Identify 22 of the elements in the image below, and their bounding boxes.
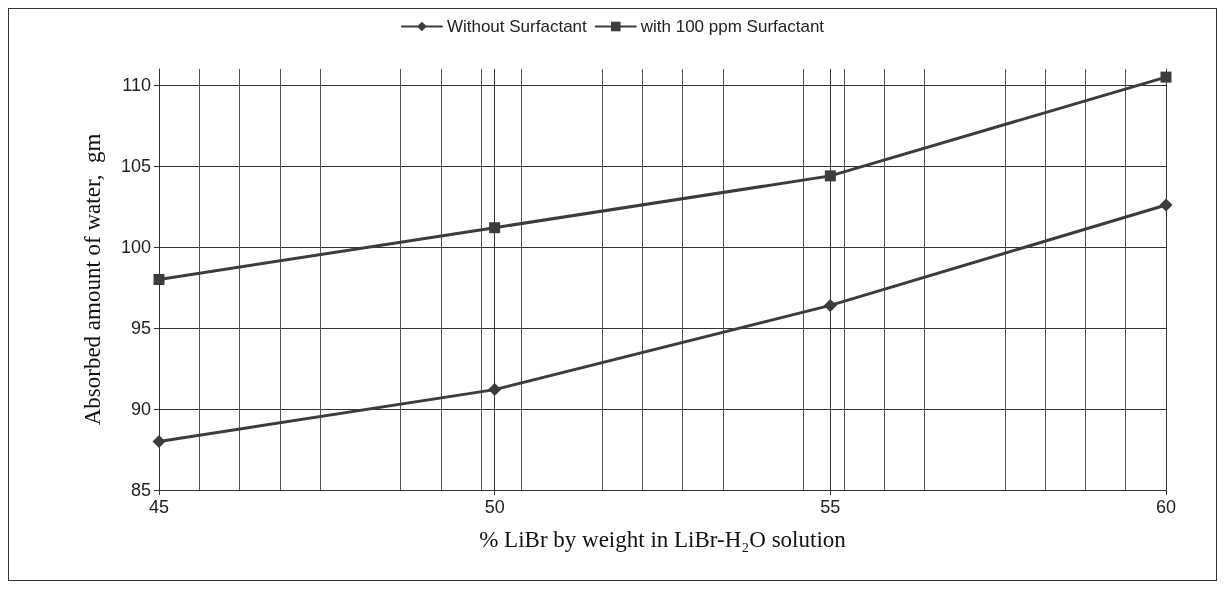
legend-label: with 100 ppm Surfactant — [639, 17, 825, 36]
y-tick-label: 95 — [130, 318, 151, 339]
y-tick-label: 85 — [130, 480, 151, 500]
y-tick-label: 90 — [130, 399, 151, 420]
point — [1159, 198, 1173, 212]
point — [824, 170, 836, 182]
y-tick-label: 105 — [120, 156, 151, 177]
x-tick-label: 55 — [820, 497, 841, 517]
point — [488, 383, 502, 397]
point — [1160, 71, 1172, 83]
legend-label: Without Surfactant — [446, 17, 588, 36]
x-tick-label: 45 — [148, 497, 170, 517]
y-tick-label: 100 — [120, 237, 151, 258]
y-tick-label: 110 — [122, 75, 151, 96]
point — [489, 222, 501, 234]
point — [153, 274, 165, 285]
x-tick-label: 50 — [484, 497, 505, 517]
x-axis-title: % LiBr by weight in LiBr-H₂O solution — [479, 527, 847, 552]
point — [823, 298, 837, 312]
point — [152, 434, 166, 448]
y-axis-title: Absorbed amount of water, gm — [80, 133, 105, 426]
x-tick-label: 60 — [1155, 497, 1177, 517]
